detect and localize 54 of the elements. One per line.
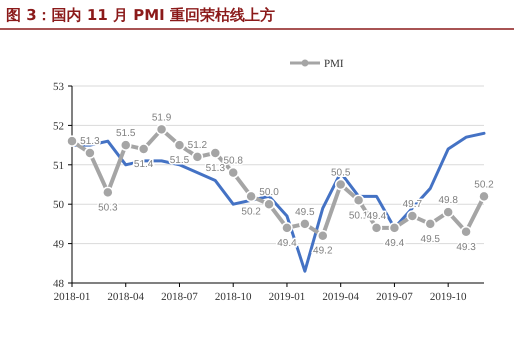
x-tick-label: 2019-01 [268, 291, 306, 303]
x-tick-label: 2018-01 [54, 291, 90, 303]
point [442, 206, 454, 218]
point [66, 135, 78, 147]
point [388, 222, 400, 234]
data-label: 49.8 [438, 195, 458, 206]
data-label: 49.4 [384, 238, 405, 249]
y-tick-label: 52 [53, 120, 64, 132]
data-label: 51.2 [188, 140, 208, 151]
x-tick-label: 2018-07 [161, 291, 198, 303]
point [352, 194, 364, 206]
data-label: 50.2 [474, 179, 494, 190]
point [406, 210, 418, 222]
data-label: 49.2 [313, 246, 333, 257]
y-tick-label: 49 [53, 238, 64, 251]
point [102, 186, 114, 198]
y-tick-label: 51 [53, 160, 64, 172]
point [192, 151, 204, 163]
x-tick-label: 2019-10 [430, 291, 467, 303]
point [299, 218, 311, 230]
point [334, 178, 346, 190]
point [84, 147, 96, 159]
y-tick-label: 50 [53, 199, 64, 212]
chart-title: 图 3：国内 11 月 PMI 重回荣枯线上方 [6, 6, 275, 24]
point [245, 190, 257, 202]
point [174, 139, 186, 151]
legend-label: PMI [324, 58, 344, 70]
point [210, 147, 222, 159]
point [263, 198, 275, 210]
point [478, 190, 490, 202]
data-label: 51.4 [134, 159, 154, 170]
data-label: 51.3 [206, 162, 226, 174]
data-label: 51.9 [152, 112, 172, 124]
x-tick-label: 2018-04 [107, 291, 145, 303]
x-tick-label: 2019-04 [322, 291, 360, 303]
y-tick-label: 48 [53, 278, 64, 290]
data-label: 51.5 [170, 155, 190, 166]
x-tick-label: 2018-10 [214, 291, 252, 303]
data-label: 51.5 [116, 128, 136, 140]
data-label: 49.5 [295, 206, 316, 218]
point [227, 166, 239, 178]
point [138, 143, 150, 155]
data-label: 49.3 [456, 242, 476, 253]
data-label: 50.3 [98, 202, 118, 214]
data-label: 50.0 [259, 187, 280, 198]
data-label: 50.2 [241, 206, 262, 218]
point [424, 218, 436, 230]
point [156, 124, 168, 136]
data-label: 49.5 [420, 234, 440, 245]
point [370, 222, 382, 234]
y-tick-label: 53 [53, 81, 64, 93]
legend: PMI [290, 58, 344, 70]
x-tick-label: 2019-07 [376, 291, 414, 303]
point [281, 222, 293, 234]
